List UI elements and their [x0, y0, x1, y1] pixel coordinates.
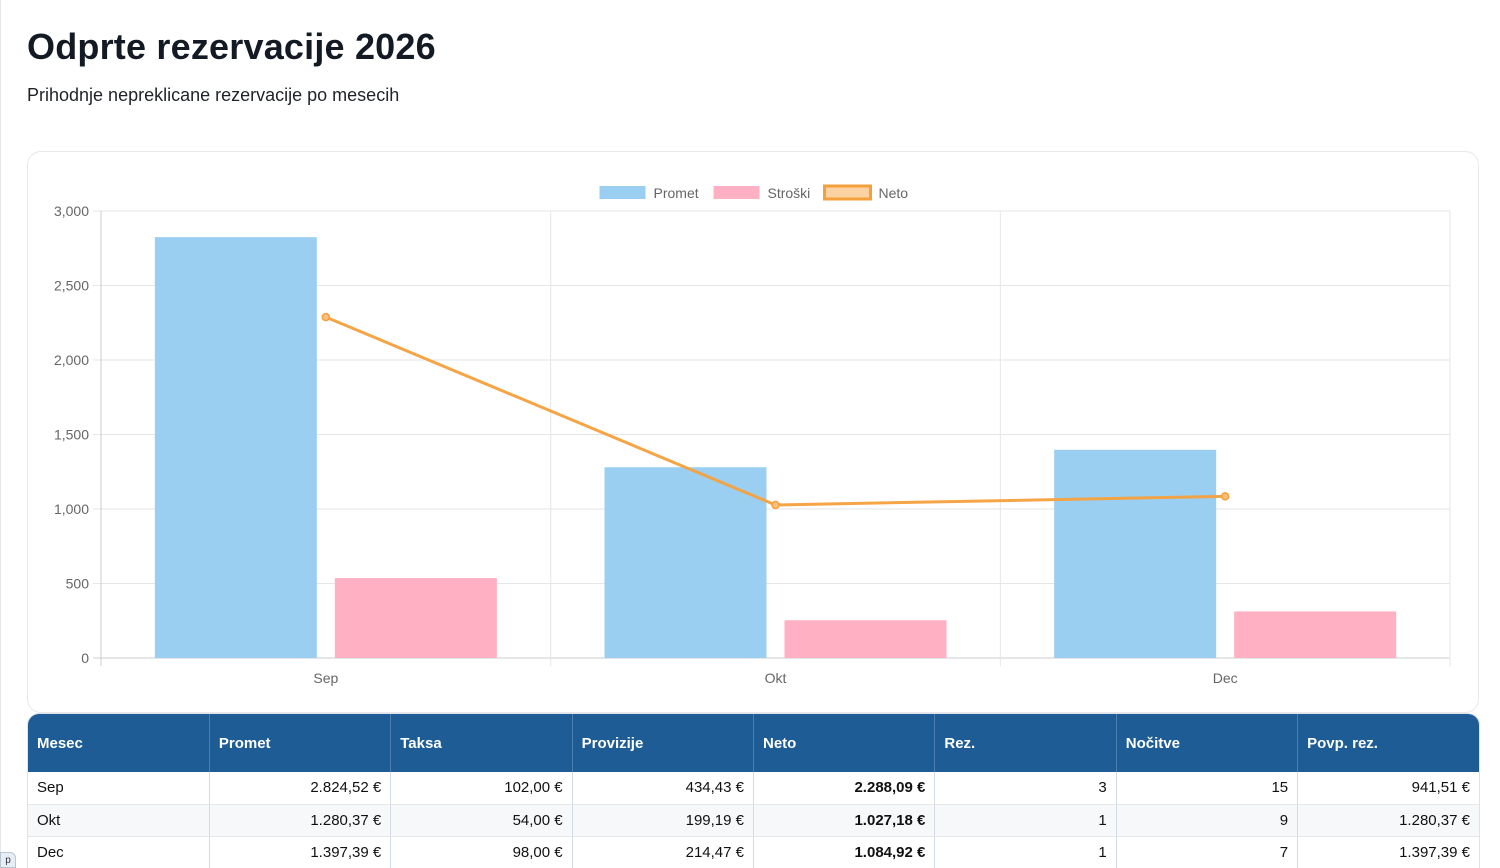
cell-mesec: Dec	[28, 836, 210, 868]
monthly-table: Mesec Promet Taksa Provizije Neto Rez. N…	[27, 713, 1480, 868]
col-header-promet[interactable]: Promet	[209, 714, 392, 772]
x-tick-label: Dec	[1213, 670, 1238, 686]
point-neto-okt	[771, 500, 780, 510]
legend-label-stroski: Stroški	[768, 185, 811, 201]
cell-povp-rez: 1.280,37 €	[1297, 804, 1479, 837]
x-tick-label: Sep	[313, 670, 338, 686]
legend-swatch-promet	[599, 186, 646, 199]
y-tick-label: 1,500	[54, 427, 89, 443]
cell-taksa: 54,00 €	[390, 804, 573, 837]
table-header-row: Mesec Promet Taksa Provizije Neto Rez. N…	[28, 714, 1479, 772]
y-tick-label: 2,000	[54, 352, 89, 368]
legend-swatch-stroški	[713, 186, 760, 199]
chart-legend: Promet Stroški Neto	[599, 184, 909, 201]
cell-mesec: Sep	[28, 772, 210, 805]
legend-swatch-neto	[823, 184, 872, 201]
legend-label-neto: Neto	[879, 185, 909, 201]
y-tick-label: 0	[81, 650, 89, 666]
legend-label-promet: Promet	[654, 185, 699, 201]
point-neto-dec	[1220, 492, 1230, 501]
cell-rez: 1	[934, 836, 1117, 868]
bar-promet-dec	[1054, 449, 1217, 658]
cell-rez: 3	[934, 772, 1117, 805]
cell-rez: 1	[934, 804, 1117, 837]
cell-povp-rez: 941,51 €	[1297, 772, 1479, 805]
y-tick-label: 500	[66, 576, 90, 592]
cell-provizije: 199,19 €	[572, 804, 755, 837]
cell-nocitve: 9	[1116, 804, 1299, 837]
cell-nocitve: 7	[1116, 836, 1299, 868]
cell-provizije: 214,47 €	[572, 836, 755, 868]
col-header-neto[interactable]: Neto	[753, 714, 936, 772]
bar-promet-okt	[604, 467, 767, 658]
table-row: Okt 1.280,37 € 54,00 € 199,19 € 1.027,18…	[28, 804, 1479, 837]
cell-promet: 2.824,52 €	[209, 772, 392, 805]
point-neto-sep	[321, 312, 331, 322]
cell-nocitve: 15	[1116, 772, 1299, 805]
bar-stroški-dec	[1234, 611, 1397, 658]
y-tick-label: 2,500	[54, 278, 89, 294]
cell-promet: 1.280,37 €	[209, 804, 392, 837]
col-header-rez[interactable]: Rez.	[934, 714, 1117, 772]
col-header-provizije[interactable]: Provizije	[572, 714, 755, 772]
y-tick-label: 3,000	[54, 203, 89, 219]
page-subtitle: Prihodnje nepreklicane rezervacije po me…	[27, 85, 400, 105]
chart: 0 500 1,000 1,500 2,000 2,500 3,000 Sep Okt Dec Pr…	[54, 184, 1451, 686]
bar-stroški-okt	[784, 620, 947, 658]
cell-taksa: 98,00 €	[390, 836, 573, 868]
col-header-povp-rez[interactable]: Povp. rez.	[1297, 714, 1479, 772]
table-row: Sep 2.824,52 € 102,00 € 434,43 € 2.288,0…	[28, 772, 1479, 805]
col-header-taksa[interactable]: Taksa	[390, 714, 573, 772]
page-title: Odprte rezervacije 2026	[27, 26, 436, 67]
bar-promet-sep	[154, 237, 317, 658]
corner-tab[interactable]: p	[0, 852, 16, 868]
col-header-nocitve[interactable]: Nočitve	[1116, 714, 1299, 772]
table-row: Dec 1.397,39 € 98,00 € 214,47 € 1.084,92…	[28, 836, 1479, 868]
cell-taksa: 102,00 €	[390, 772, 573, 805]
cell-neto: 2.288,09 €	[753, 772, 936, 805]
cell-provizije: 434,43 €	[572, 772, 755, 805]
y-tick-label: 1,000	[54, 501, 89, 517]
x-tick-label: Okt	[765, 670, 787, 686]
bar-stroški-sep	[334, 578, 497, 658]
cell-neto: 1.084,92 €	[753, 836, 936, 868]
col-header-mesec[interactable]: Mesec	[28, 714, 210, 772]
chart-card: 0 500 1,000 1,500 2,000 2,500 3,000 Sep Okt Dec Pr…	[27, 151, 1479, 713]
cell-neto: 1.027,18 €	[753, 804, 936, 837]
cell-povp-rez: 1.397,39 €	[1297, 836, 1479, 868]
cell-mesec: Okt	[28, 804, 210, 837]
cell-promet: 1.397,39 €	[209, 836, 392, 868]
